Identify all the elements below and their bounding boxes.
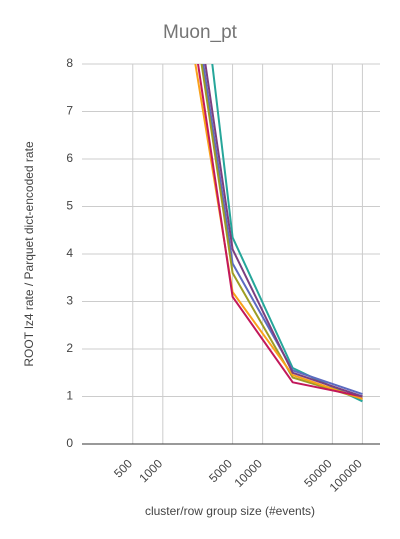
y-tick-label: 1 [66, 389, 73, 403]
y-tick-label: 8 [66, 56, 73, 70]
x-axis-label: cluster/row group size (#events) [145, 504, 315, 518]
x-tick-label: 100000 [327, 456, 365, 494]
series-line [200, 64, 363, 400]
y-tick-label: 4 [66, 246, 73, 260]
y-tick-label: 0 [66, 436, 73, 450]
y-tick-label: 6 [66, 151, 73, 165]
series-line [197, 64, 363, 398]
chart-title: Muon_pt [163, 22, 238, 43]
series-line [202, 64, 363, 396]
x-tick-label: 10000 [231, 456, 265, 490]
x-tick-label: 1000 [136, 456, 165, 485]
x-tick-label: 5000 [206, 456, 235, 485]
y-tick-label: 5 [66, 199, 73, 213]
y-tick-label: 7 [66, 104, 73, 118]
series-line [204, 64, 363, 398]
y-axis-label: ROOT lz4 rate / Parquet dict-encoded rat… [22, 141, 36, 367]
lines [194, 64, 363, 403]
y-tick-label: 2 [66, 341, 73, 355]
series-line [194, 64, 363, 400]
x-tick-label: 500 [111, 456, 135, 480]
y-tick-label: 3 [66, 294, 73, 308]
